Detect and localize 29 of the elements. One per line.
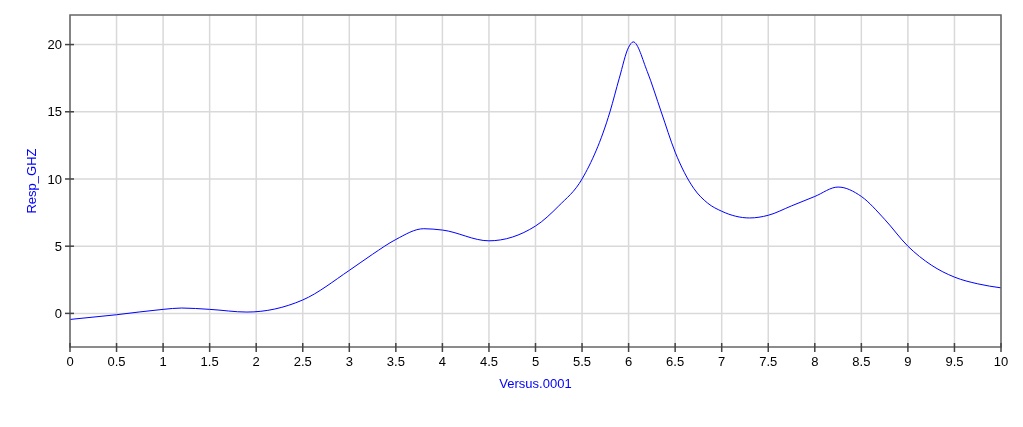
x-tick-label: 3.5 — [386, 354, 405, 369]
x-tick-label: 3 — [345, 354, 353, 369]
x-tick-label: 2 — [252, 354, 260, 369]
x-tick-label: 5.5 — [573, 354, 592, 369]
x-tick-label: 8 — [811, 354, 819, 369]
y-tick-label: 15 — [47, 104, 62, 120]
x-tick-label: 7 — [718, 354, 726, 369]
x-tick-label: 0.5 — [107, 354, 126, 369]
x-tick-label: 4.5 — [479, 354, 498, 369]
x-tick-label: 1 — [159, 354, 167, 369]
y-tick-label: 20 — [47, 37, 62, 53]
line-series — [69, 41, 1002, 320]
x-tick-label: 2.5 — [293, 354, 312, 369]
x-tick-label: 6 — [624, 354, 633, 369]
y-tick-label: 5 — [54, 238, 62, 254]
x-tick-label: 7.5 — [759, 354, 778, 369]
x-tick-label: 8.5 — [852, 354, 871, 369]
x-tick-label: 9 — [904, 354, 912, 369]
x-tick-label: 5 — [531, 354, 540, 369]
x-tick-label: 4 — [438, 354, 447, 369]
x-tick-label: 10 — [993, 354, 1009, 369]
x-tick-label: 6.5 — [666, 354, 685, 369]
x-axis-title: Versus.0001 — [499, 376, 572, 391]
x-tick-label: 1.5 — [200, 354, 219, 369]
y-tick-label: 0 — [54, 305, 62, 321]
y-tick-label: 10 — [47, 171, 62, 187]
y-axis-title: Resp_GHZ — [24, 148, 39, 214]
x-tick-label: 0 — [66, 354, 74, 369]
x-tick-label: 9.5 — [945, 354, 964, 369]
